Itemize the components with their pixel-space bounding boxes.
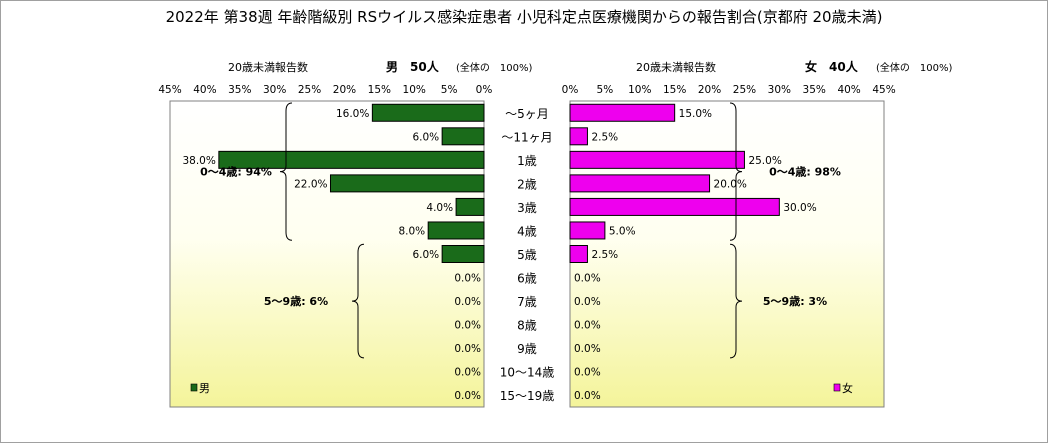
- right-axis-tick: 0%: [562, 84, 579, 96]
- male-group-label: 0～4歳: 94%: [200, 165, 272, 179]
- male-value-label: 0.0%: [454, 320, 481, 332]
- male-value-label: 6.0%: [412, 249, 439, 261]
- male-value-label: 0.0%: [454, 343, 481, 355]
- left-header-count: 男 50人: [386, 59, 440, 74]
- female-legend-swatch: [833, 383, 841, 392]
- male-group-label: 5～9歳: 6%: [264, 294, 328, 308]
- right-axis-tick: 30%: [768, 84, 791, 96]
- male-value-label: 0.0%: [454, 273, 481, 285]
- female-group-label: 0～4歳: 98%: [769, 165, 841, 179]
- female-value-label: 30.0%: [783, 202, 816, 214]
- female-bar: [569, 245, 588, 263]
- female-bar: [569, 103, 676, 122]
- male-value-label: 22.0%: [294, 178, 327, 190]
- female-group-label: 5～9歳: 3%: [763, 294, 827, 308]
- category-label: 6歳: [517, 272, 537, 286]
- right-axis-tick: 10%: [628, 84, 651, 96]
- male-legend-label: 男: [199, 382, 210, 395]
- female-value-label: 2.5%: [591, 131, 618, 143]
- category-label: 15～19歳: [500, 389, 555, 403]
- category-label: 3歳: [517, 201, 537, 215]
- left-axis-tick: 40%: [193, 84, 216, 96]
- male-bar: [455, 197, 485, 216]
- left-header-total: (全体の 100%): [456, 61, 532, 74]
- male-legend-swatch: [190, 383, 198, 392]
- male-value-label: 0.0%: [454, 296, 481, 308]
- left-axis-tick: 45%: [158, 84, 181, 96]
- female-bar: [569, 150, 745, 169]
- right-axis-tick: 5%: [597, 84, 614, 96]
- female-value-label: 2.5%: [591, 249, 618, 261]
- category-label: 10～14歳: [500, 366, 555, 380]
- right-header-total: (全体の 100%): [876, 61, 952, 74]
- female-group-brace: [729, 102, 743, 241]
- male-group-brace: [279, 102, 293, 241]
- left-axis-tick: 15%: [368, 84, 391, 96]
- female-legend-label: 女: [842, 381, 853, 395]
- right-axis-tick: 45%: [872, 84, 895, 96]
- male-value-label: 16.0%: [336, 108, 369, 120]
- female-value-label: 0.0%: [574, 343, 601, 355]
- female-value-label: 0.0%: [574, 273, 601, 285]
- left-axis-tick: 30%: [263, 84, 286, 96]
- female-value-label: 0.0%: [574, 390, 601, 402]
- category-label: 8歳: [517, 319, 537, 333]
- female-value-label: 0.0%: [574, 367, 601, 379]
- left-axis-tick: 20%: [333, 84, 356, 96]
- female-value-label: 15.0%: [679, 108, 712, 120]
- right-header-count: 女 40人: [805, 59, 859, 74]
- left-axis-tick: 0%: [476, 84, 493, 96]
- category-label: 1歳: [517, 154, 537, 168]
- right-axis-tick: 25%: [733, 84, 756, 96]
- male-bar: [371, 103, 485, 122]
- female-group-brace: [729, 243, 743, 359]
- right-header-label: 20歳未満報告数: [636, 61, 716, 74]
- category-label: 2歳: [517, 177, 537, 191]
- left-axis-tick: 10%: [403, 84, 426, 96]
- right-axis-tick: 15%: [663, 84, 686, 96]
- male-value-label: 0.0%: [454, 390, 481, 402]
- male-group-brace: [351, 243, 365, 359]
- category-label: ～5ヶ月: [505, 107, 549, 121]
- male-bar: [441, 127, 485, 146]
- male-value-label: 38.0%: [182, 155, 215, 167]
- male-bar: [218, 150, 485, 169]
- male-value-label: 4.0%: [426, 202, 453, 214]
- male-value-label: 0.0%: [454, 367, 481, 379]
- female-bar: [569, 197, 780, 216]
- right-axis-tick: 35%: [803, 84, 826, 96]
- female-bar: [569, 174, 711, 193]
- category-label: 5歳: [517, 248, 537, 262]
- male-bar: [427, 221, 485, 240]
- left-axis-tick: 35%: [228, 84, 251, 96]
- male-bar: [441, 245, 485, 263]
- female-value-label: 20.0%: [714, 178, 747, 190]
- female-value-label: 25.0%: [748, 155, 781, 167]
- female-value-label: 5.0%: [609, 225, 636, 237]
- left-axis-tick: 25%: [298, 84, 321, 96]
- left-header-label: 20歳未満報告数: [228, 61, 308, 74]
- category-label: 9歳: [517, 342, 537, 356]
- left-axis-tick: 5%: [441, 84, 458, 96]
- female-value-label: 0.0%: [574, 296, 601, 308]
- female-bar: [569, 221, 606, 240]
- category-label: ～11ヶ月: [501, 130, 552, 144]
- female-value-label: 0.0%: [574, 320, 601, 332]
- category-label: 4歳: [517, 224, 537, 238]
- right-axis-tick: 40%: [837, 84, 860, 96]
- male-value-label: 6.0%: [412, 131, 439, 143]
- right-axis-tick: 20%: [698, 84, 721, 96]
- male-bar: [329, 174, 485, 193]
- male-value-label: 8.0%: [398, 225, 425, 237]
- category-label: 7歳: [517, 295, 537, 309]
- female-bar: [569, 127, 588, 146]
- chart-title: 2022年 第38週 年齢階級別 RSウイルス感染症患者 小児科定点医療機関から…: [166, 8, 883, 26]
